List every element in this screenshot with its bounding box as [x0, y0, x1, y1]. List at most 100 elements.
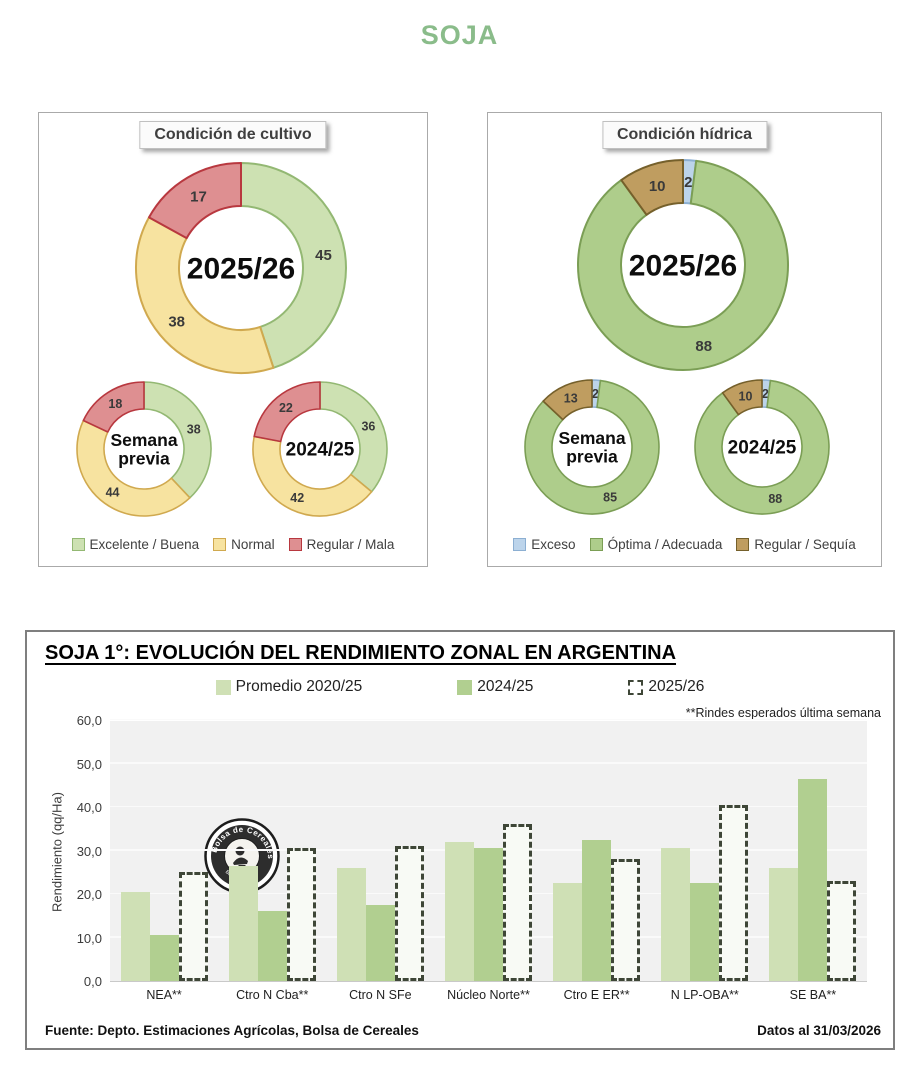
donut-value-label: 10	[649, 178, 666, 195]
legend-item: Óptima / Adecuada	[589, 537, 723, 552]
donut-segment	[240, 162, 347, 369]
legend-swatch-icon	[628, 679, 644, 695]
legend-item: Regular / Mala	[288, 537, 395, 552]
x-category-label: N LP-OBA**	[670, 988, 739, 1002]
donut-value-label: 42	[290, 491, 304, 505]
legend-label: Regular / Sequía	[754, 537, 856, 552]
donut-center-label: previa	[566, 446, 618, 466]
bar	[365, 904, 395, 981]
legend-swatch-icon	[288, 538, 302, 551]
bar-group	[543, 839, 651, 981]
legend-cultivo: Excelente / Buena Normal Regular / Mala	[39, 537, 427, 552]
bar	[178, 872, 208, 981]
gridline	[110, 718, 867, 720]
donut-center-label: Semana	[110, 430, 177, 450]
x-category-label: SE BA**	[789, 988, 837, 1002]
legend-label: Regular / Mala	[306, 537, 395, 552]
x-category-label: Núcleo Norte**	[447, 988, 530, 1002]
bar	[611, 859, 641, 981]
bar	[502, 824, 532, 981]
y-tick-label: 20,0	[76, 887, 102, 902]
donut-segment	[721, 379, 763, 416]
donut-value-label: 2	[762, 387, 769, 401]
donut-segment	[542, 379, 593, 421]
y-ticks: 0,0 10,0 20,0 30,0 40,0 50,0 60,0	[57, 713, 102, 989]
donut-cultivo-semana-previa: 38 44 18 Semana previa	[74, 379, 214, 524]
donut-segment	[620, 159, 684, 216]
legend-label: 2024/25	[477, 678, 534, 695]
bar	[798, 778, 828, 981]
donut-center-label: 2025/26	[629, 250, 737, 283]
bar-legend: Promedio 2020/25 2024/25 2025/26	[27, 678, 893, 696]
x-category-label: NEA**	[146, 988, 182, 1002]
legend-swatch-icon	[736, 538, 750, 551]
bar-group	[326, 846, 434, 981]
legend-swatch-icon	[513, 538, 527, 551]
y-tick-label: 30,0	[76, 843, 102, 859]
donut-value-label: 22	[279, 401, 293, 415]
bar-group	[218, 848, 326, 981]
panel-rendimiento-zonal: SOJA 1°: EVOLUCIÓN DEL RENDIMIENTO ZONAL…	[25, 630, 895, 1050]
donut-value-label: 38	[168, 313, 185, 330]
bar	[394, 846, 424, 981]
donut-value-label: 2	[684, 174, 692, 191]
y-tick-label: 50,0	[76, 756, 102, 772]
donut-value-label: 36	[361, 420, 375, 434]
panel-condicion-hidrica: Condición hídrica 2 88 10 2025/26 2 85 13 Sema…	[487, 112, 882, 567]
panel-title-cultivo: Condición de cultivo	[139, 121, 327, 149]
donut-hidrica-semana-previa: 2 85 13 Semana previa	[522, 377, 662, 522]
donut-cultivo-2025-26: 45 38 17 2025/26	[126, 153, 356, 388]
donut-segment	[252, 435, 373, 517]
legend-label: Excelente / Buena	[89, 537, 200, 552]
donut-value-label: 88	[768, 492, 782, 506]
panel-title-hidrica: Condición hídrica	[601, 121, 768, 149]
y-tick-label: 40,0	[76, 800, 102, 815]
legend-swatch-icon	[215, 679, 231, 695]
bar	[661, 848, 691, 981]
donut-segment	[76, 419, 191, 517]
bar	[228, 865, 258, 981]
donut-value-label: 17	[190, 188, 207, 205]
bar	[769, 867, 799, 981]
legend-item: Promedio 2020/25	[215, 678, 362, 696]
y-axis-label: Rendimiento (qq/Ha)	[49, 792, 65, 912]
legend-swatch-icon	[457, 679, 473, 695]
footer-source: Fuente: Depto. Estimaciones Agrícolas, B…	[45, 1023, 419, 1038]
bar	[444, 841, 474, 981]
donut-center-label: Semana	[558, 428, 625, 448]
bar	[286, 848, 316, 981]
donut-value-label: 18	[108, 397, 122, 411]
donut-segment	[253, 381, 321, 443]
gridline	[110, 805, 867, 807]
legend-label: Óptima / Adecuada	[607, 537, 723, 552]
bar	[719, 804, 749, 981]
legend-label: Normal	[231, 537, 275, 552]
footer-date: Datos al 31/03/2026	[757, 1023, 881, 1038]
donut-value-label: 45	[315, 247, 332, 264]
bar	[473, 848, 503, 981]
bar	[553, 883, 583, 981]
donut-hidrica-2025-26: 2 88 10 2025/26	[568, 150, 798, 385]
page-title: SOJA	[420, 20, 499, 50]
panel-condicion-cultivo: Condición de cultivo 45 38 17 2025/26 38 44 1…	[38, 112, 428, 567]
legend-item: Normal	[213, 537, 275, 552]
legend-swatch-icon	[589, 538, 603, 551]
bar-group	[110, 872, 218, 981]
bar	[336, 867, 366, 981]
donut-center-label: 2024/25	[728, 438, 797, 459]
gridline	[110, 762, 867, 764]
donut-hidrica-2024-25: 2 88 10 2024/25	[692, 377, 832, 522]
donut-center-label: 2025/26	[187, 253, 295, 286]
x-category-label: Ctro N Cba**	[236, 988, 309, 1002]
donut-cultivo-2024-25: 36 42 22 2024/25	[250, 379, 390, 524]
donut-value-label: 13	[564, 391, 578, 405]
donut-segment	[694, 379, 830, 515]
bar-group	[434, 824, 542, 981]
bar	[690, 883, 720, 981]
bar	[149, 935, 179, 981]
bar-chart-title: SOJA 1°: EVOLUCIÓN DEL RENDIMIENTO ZONAL…	[45, 642, 677, 664]
donut-value-label: 85	[603, 491, 617, 505]
legend-label: 2025/26	[648, 678, 705, 695]
x-category-label: Ctro E ER**	[563, 988, 630, 1002]
donut-segment	[143, 381, 212, 499]
